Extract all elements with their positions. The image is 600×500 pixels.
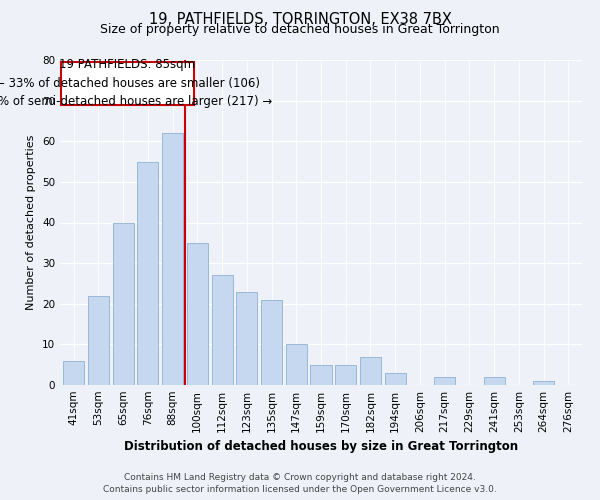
Text: Size of property relative to detached houses in Great Torrington: Size of property relative to detached ho… <box>100 22 500 36</box>
Bar <box>360 356 381 385</box>
Bar <box>137 162 158 385</box>
Bar <box>484 377 505 385</box>
Bar <box>212 276 233 385</box>
Text: 19 PATHFIELDS: 85sqm
← 33% of detached houses are smaller (106)
67% of semi-deta: 19 PATHFIELDS: 85sqm ← 33% of detached h… <box>0 58 272 108</box>
Bar <box>162 133 183 385</box>
Bar <box>63 360 84 385</box>
X-axis label: Distribution of detached houses by size in Great Torrington: Distribution of detached houses by size … <box>124 440 518 454</box>
Bar <box>335 364 356 385</box>
FancyBboxPatch shape <box>61 62 194 104</box>
Bar <box>385 373 406 385</box>
Y-axis label: Number of detached properties: Number of detached properties <box>26 135 37 310</box>
Bar <box>88 296 109 385</box>
Bar <box>261 300 282 385</box>
Text: 19, PATHFIELDS, TORRINGTON, EX38 7BX: 19, PATHFIELDS, TORRINGTON, EX38 7BX <box>149 12 451 28</box>
Bar <box>113 222 134 385</box>
Bar <box>187 243 208 385</box>
Bar <box>434 377 455 385</box>
Bar <box>286 344 307 385</box>
Bar <box>310 364 332 385</box>
Bar <box>236 292 257 385</box>
Text: Contains HM Land Registry data © Crown copyright and database right 2024.
Contai: Contains HM Land Registry data © Crown c… <box>103 472 497 494</box>
Bar <box>533 381 554 385</box>
